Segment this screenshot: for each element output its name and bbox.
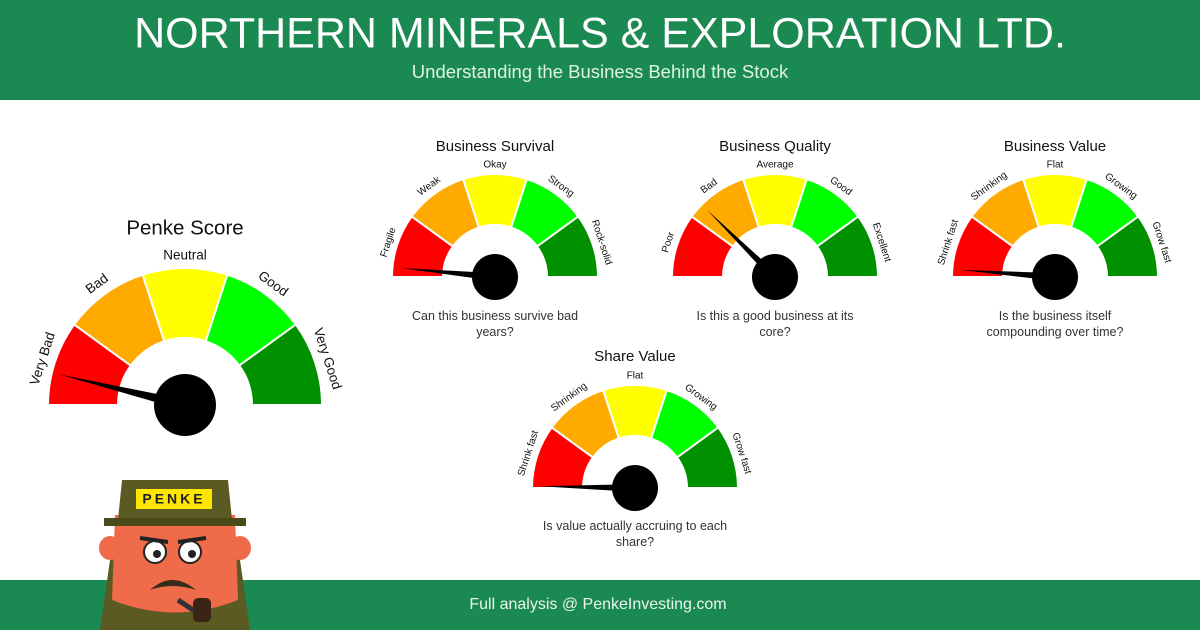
gauge-title: Penke Score: [126, 216, 243, 239]
mascot-moustache: [150, 580, 196, 590]
mascot-hat-band: [136, 489, 212, 509]
needle-hub: [752, 254, 798, 300]
gauge-segment: [535, 215, 600, 278]
segment-label: Okay: [483, 160, 506, 171]
gauge-title: Business Quality: [719, 138, 831, 155]
mascot-brows: [139, 536, 207, 544]
segment-label: Neutral: [163, 247, 207, 262]
mascot-hat-text: PENKE: [142, 491, 205, 507]
mascot: PENKE: [99, 480, 251, 630]
needle-hub: [612, 465, 658, 511]
needle: [960, 269, 1056, 281]
segment-label: Flat: [627, 371, 644, 382]
mascot-hat-brim: [104, 518, 246, 526]
gauge-title: Share Value: [594, 348, 675, 365]
gauge-question: Is the business itself compounding over …: [986, 309, 1124, 339]
needle: [400, 268, 496, 281]
gauge-title: Business Value: [1004, 138, 1106, 155]
gauge-question: Can this business survive bad years?: [411, 309, 579, 339]
needle-hub: [1032, 254, 1078, 300]
gauge-title: Business Survival: [436, 138, 554, 155]
segment-label: Average: [756, 160, 794, 171]
gauge-segment: [237, 323, 324, 406]
segment-label: Flat: [1047, 160, 1064, 171]
gauge-question: Is this a good business at its core?: [696, 309, 854, 339]
needle-hub: [472, 254, 518, 300]
needle: [540, 484, 636, 492]
gauge-question: Is value actually accruing to each share…: [542, 519, 728, 549]
header-bar: [0, 0, 1200, 100]
gauge-segment: [675, 426, 740, 489]
mascot-pupil: [153, 550, 161, 558]
mascot-pupil: [188, 550, 196, 558]
gauge-segment: [1095, 215, 1160, 278]
mascot-pipe: [193, 598, 211, 622]
footer-text: Full analysis @ PenkeInvesting.com: [469, 596, 726, 613]
title: NORTHERN MINERALS & EXPLORATION LTD.: [134, 9, 1066, 57]
subtitle: Understanding the Business Behind the St…: [412, 61, 789, 82]
mascot-face: [112, 515, 238, 613]
gauge-segment: [815, 215, 880, 278]
needle-hub: [154, 374, 216, 436]
